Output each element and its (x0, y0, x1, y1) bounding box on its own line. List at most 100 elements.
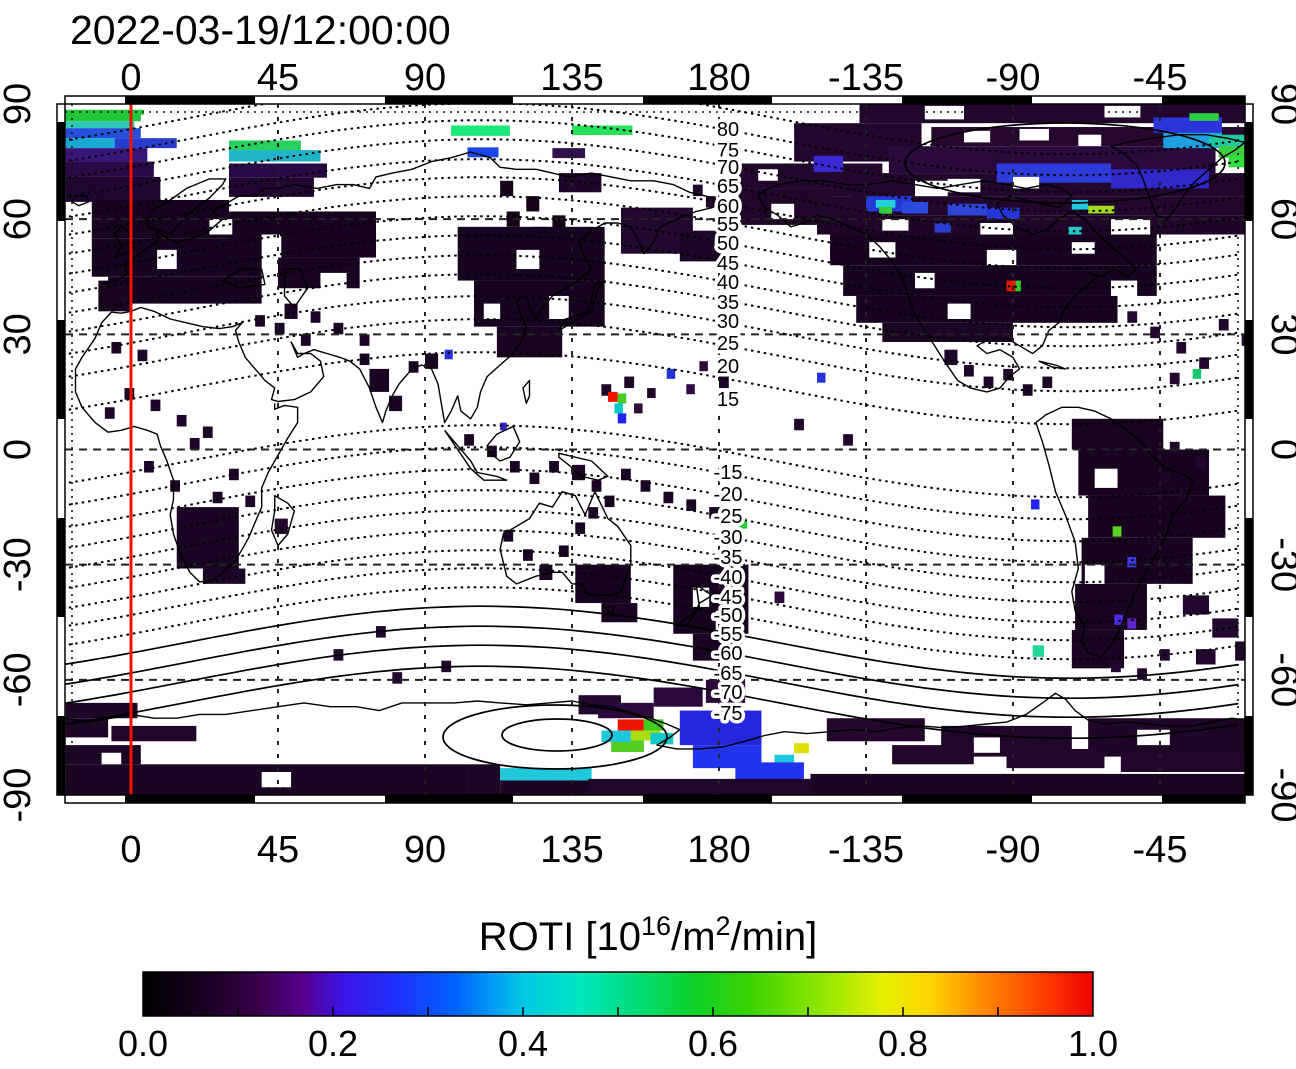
contour-line--45 (65, 549, 1239, 624)
map-cell (705, 679, 746, 703)
map-cell (65, 109, 145, 122)
map-cell (1084, 564, 1105, 584)
contour-label--65: -65 (714, 663, 743, 685)
contour-line-70 (65, 119, 1239, 194)
lat-label-right--90: -90 (1263, 768, 1296, 823)
contour-line-50 (65, 195, 1239, 270)
map-cell (1058, 472, 1076, 496)
map-cell (666, 368, 676, 379)
lon-label-bottom--90: -90 (986, 829, 1041, 871)
lat-label-left-90: 90 (0, 83, 39, 125)
map-cell (310, 311, 321, 323)
map-cell (229, 177, 314, 197)
map-cell (320, 272, 347, 293)
contour-line--15 (65, 424, 1239, 499)
colorbar-label-0.2: 0.2 (308, 1023, 358, 1064)
grid-layer (65, 104, 1245, 795)
map-cell (915, 180, 948, 197)
map-cell (189, 437, 200, 450)
map-cell (392, 672, 403, 684)
map-cell (1153, 117, 1223, 133)
contour-label-75: 75 (717, 140, 739, 162)
map-cell (817, 372, 826, 383)
contour-line-20 (65, 318, 1239, 393)
map-cell (614, 403, 623, 414)
map-cell (733, 508, 743, 519)
map-cell (1032, 645, 1045, 657)
lon-label-bottom-180: 180 (687, 829, 750, 871)
contour-line-55 (65, 176, 1239, 251)
map-cell (794, 743, 809, 754)
border-segment (643, 96, 772, 104)
map-cell (715, 610, 736, 630)
map-cell (1094, 468, 1118, 488)
border-segment (125, 96, 255, 104)
lat-label-left-0: 0 (0, 439, 39, 460)
map-cell (901, 201, 929, 214)
map-cell (539, 564, 553, 581)
map-cell (464, 434, 475, 446)
lat-label-right-60: 60 (1263, 198, 1296, 240)
heatmap-cells-layer (65, 104, 1245, 795)
map-cell (1015, 280, 1021, 292)
map-cell (157, 249, 177, 270)
lat-label-right--30: -30 (1263, 537, 1296, 592)
map-cell (500, 180, 514, 197)
map-cell (483, 303, 501, 319)
map-cell (621, 468, 631, 481)
border-segment (902, 795, 1032, 803)
lon-label-bottom--45: -45 (1133, 829, 1188, 871)
lon-label-top-90: 90 (404, 57, 446, 99)
map-cell (176, 414, 187, 427)
contour-label-70: 70 (717, 157, 739, 179)
contour-line--70 (65, 644, 1239, 719)
map-cell (1160, 472, 1170, 485)
map-cell (229, 140, 301, 151)
coastline-tasmania (604, 606, 616, 616)
border-segment (57, 518, 65, 617)
map-cell (526, 196, 540, 212)
map-cell (650, 732, 674, 745)
map-cell (1137, 668, 1147, 680)
map-cell (255, 315, 265, 327)
contour-label-30: 30 (717, 311, 739, 333)
border-segment (1245, 518, 1253, 617)
map-cell (114, 138, 177, 149)
contour-line-45 (65, 215, 1239, 290)
map-cell (934, 222, 951, 233)
map-cell (261, 771, 292, 788)
contour-line-35 (65, 254, 1239, 329)
map-cell (699, 361, 708, 372)
map-cell (1071, 199, 1089, 210)
coastline-caspian (283, 268, 309, 309)
map-cell (604, 495, 615, 508)
colorbar-label-0.0: 0.0 (118, 1023, 168, 1064)
map-cell (104, 407, 115, 419)
map-cell (810, 773, 1245, 795)
map-cell (882, 322, 1014, 343)
map-cell (611, 740, 644, 753)
border-segment (643, 795, 772, 803)
coastline-scandinavia (146, 178, 227, 236)
lon-label-bottom--135: -135 (828, 829, 904, 871)
map-cell (572, 125, 633, 136)
map-cell (1013, 176, 1040, 189)
lon-label-top--135: -135 (828, 57, 904, 99)
map-cell (973, 737, 1000, 753)
south-pole-contour-oval (442, 704, 668, 770)
contour-line-15 (65, 351, 1239, 426)
contour-line--55 (65, 586, 1239, 661)
contour-label--35: -35 (714, 547, 743, 569)
border-segment (125, 795, 255, 803)
map-cell (643, 719, 664, 731)
coastlines-layer (65, 134, 1245, 750)
map-cell (1169, 441, 1180, 454)
colorbar-labels: 0.0 0.2 0.4 0.6 0.8 1.0 (118, 1023, 1118, 1064)
map-cell (663, 491, 674, 504)
map-cell (826, 718, 925, 742)
map-cell (1137, 729, 1170, 746)
lat-label-left--30: -30 (0, 537, 39, 592)
map-cell (1042, 376, 1053, 389)
map-cell (487, 445, 497, 458)
contour-label-15: 15 (717, 389, 739, 411)
